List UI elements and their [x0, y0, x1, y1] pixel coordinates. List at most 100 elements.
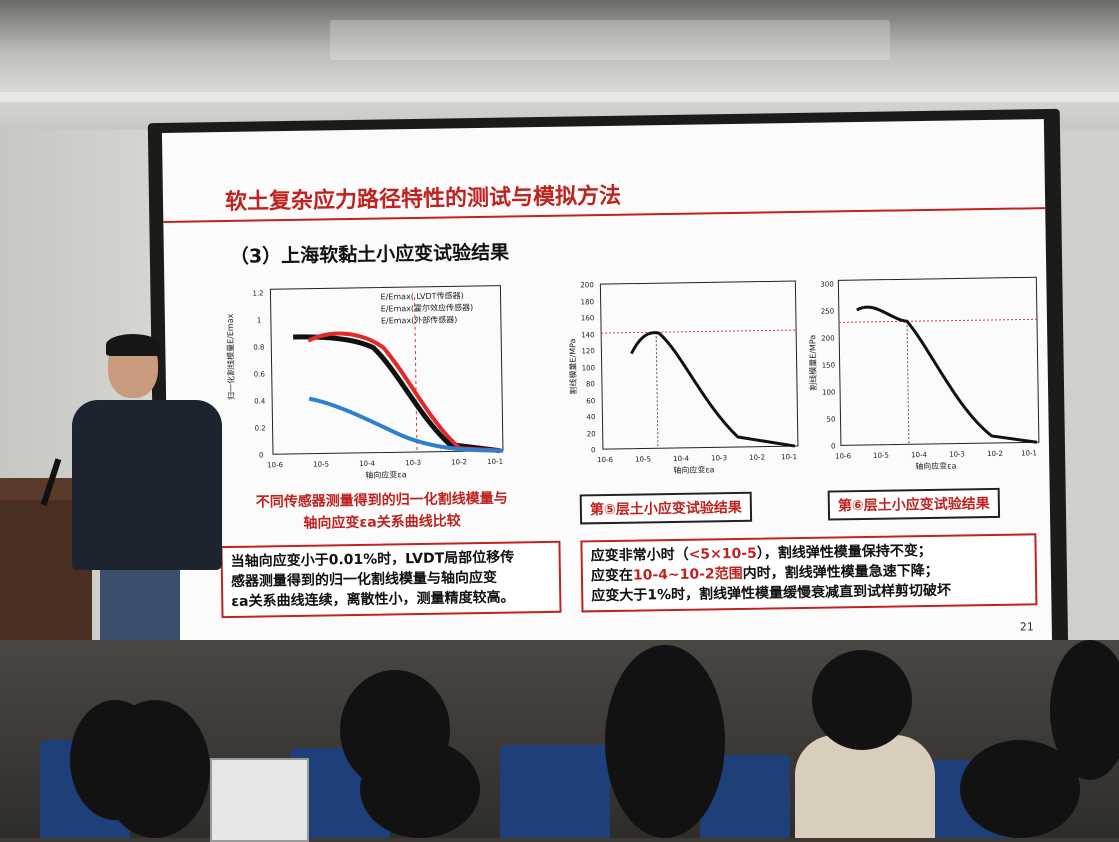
mid-xtick-3: 10-3 — [711, 454, 727, 462]
right-chart-ylabel: 割线模量E/MPa — [807, 335, 818, 391]
left-ytick-6: 1.2 — [252, 289, 263, 297]
left-caption-line1: 不同传感器测量得到的归一化割线模量与 — [255, 490, 508, 511]
mid-ytick-5: 100 — [582, 364, 595, 372]
mid-ytick-8: 160 — [581, 314, 594, 322]
right-chart-xticks: 10-6 10-5 10-4 10-3 10-2 10-1 — [835, 449, 1037, 460]
right-ytick-1: 50 — [826, 415, 835, 423]
projection-screen: 软土复杂应力路径特性的测试与模拟方法 （3）上海软黏土小应变试验结果 归一化割线… — [147, 108, 1069, 668]
ceiling-light — [330, 20, 890, 60]
left-ytick-2: 0.4 — [254, 397, 266, 405]
left-chart-ylabel: 归一化割线模量E/Emax — [225, 313, 236, 400]
mid-ytick-4: 80 — [586, 380, 595, 388]
mid-ytick-9: 180 — [581, 298, 594, 306]
left-chart: 归一化割线模量E/Emax 轴向应变εa E/Emax( LVDT传感器) E/… — [225, 285, 504, 480]
mid-ytick-6: 120 — [581, 347, 594, 355]
audience-head — [812, 650, 912, 750]
slide-title: 软土复杂应力路径特性的测试与模拟方法 — [224, 183, 622, 215]
left-ytick-4: 0.8 — [253, 343, 264, 351]
left-note-line3: εa关系曲线连续，离散性小，测量精度较高。 — [231, 589, 515, 610]
middle-chart-ref-h — [601, 329, 797, 334]
layer5-series — [630, 331, 796, 448]
audience-hoodie — [795, 735, 935, 838]
mid-ytick-7: 140 — [581, 331, 594, 339]
mid-xtick-0: 10-6 — [597, 456, 614, 464]
right-chart-xlabel: 轴向应变εa — [915, 461, 956, 472]
left-xtick-2: 10-4 — [359, 460, 376, 468]
middle-chart-xlabel: 轴向应变εa — [673, 464, 714, 475]
left-xtick-5: 10-1 — [487, 458, 503, 466]
right-xtick-4: 10-2 — [987, 450, 1003, 458]
mid-ytick-1: 20 — [587, 430, 596, 438]
laptop — [210, 758, 309, 842]
right-chart-caption: 第⑥层土小应变试验结果 — [827, 487, 1000, 521]
right-chart-ref-h — [838, 318, 1037, 323]
speaker-body — [72, 400, 222, 570]
right-xtick-2: 10-4 — [911, 451, 928, 459]
left-ytick-1: 0.2 — [255, 424, 266, 432]
left-chart-legend-3: E/Emax(外部传感器) — [381, 314, 458, 325]
right-note-box: 应变非常小时（<5×10-5），割线弹性模量保持不变； 应变在10-4~10-2… — [580, 533, 1038, 613]
ceiling — [0, 0, 1119, 130]
right-chart-frame — [837, 276, 1040, 446]
left-xtick-0: 10-6 — [267, 461, 284, 469]
left-ytick-5: 1 — [257, 316, 262, 324]
right-ytick-3: 150 — [822, 361, 835, 369]
hall-series — [307, 331, 504, 453]
mid-xtick-4: 10-2 — [749, 454, 765, 462]
middle-chart: 割线模量E/MPa 轴向应变εa 0 20 40 60 80 100 120 1… — [567, 280, 799, 475]
left-chart-legend-2: E/Emax(霍尔效应传感器) — [381, 302, 474, 313]
left-chart-ref-line — [414, 297, 418, 453]
right-chart-ref-v — [906, 321, 910, 445]
mid-xtick-2: 10-4 — [673, 455, 690, 463]
left-chart-caption: 不同传感器测量得到的归一化割线模量与 轴向应变εa关系曲线比较 — [232, 487, 533, 536]
left-xtick-1: 10-5 — [313, 460, 329, 468]
audience-head — [1050, 640, 1119, 780]
left-note-box: 当轴向应变小于0.01%时，LVDT局部位移传 感器测量得到的归一化割线模量与轴… — [220, 540, 562, 619]
right-xtick-3: 10-3 — [949, 450, 965, 458]
right-note-1b: <5×10-5 — [688, 545, 757, 563]
right-ytick-0: 0 — [831, 442, 836, 450]
left-xtick-3: 10-3 — [405, 459, 421, 467]
right-note-1a: 应变非常小时（ — [590, 546, 689, 565]
middle-chart-ylabel: 割线模量E/MPa — [567, 338, 578, 394]
middle-chart-xticks: 10-6 10-5 10-4 10-3 10-2 10-1 — [597, 453, 797, 464]
left-xtick-4: 10-2 — [451, 458, 467, 466]
seat — [500, 745, 610, 838]
right-xtick-5: 10-1 — [1021, 449, 1037, 457]
mid-xtick-1: 10-5 — [635, 455, 651, 463]
left-chart-yticks: 0 0.2 0.4 0.6 0.8 1 1.2 — [252, 289, 266, 459]
right-ytick-5: 250 — [821, 307, 834, 315]
middle-chart-yticks: 0 20 40 60 80 100 120 140 160 180 200 — [580, 281, 596, 454]
presentation-slide: 软土复杂应力路径特性的测试与模拟方法 （3）上海软黏土小应变试验结果 归一化割线… — [161, 119, 1053, 655]
external-series — [308, 396, 503, 453]
audience-head — [360, 740, 480, 838]
middle-chart-frame — [599, 280, 799, 450]
left-ytick-0: 0 — [259, 451, 264, 459]
right-xtick-0: 10-6 — [835, 452, 852, 460]
middle-chart-caption: 第⑤层土小应变试验结果 — [579, 491, 752, 525]
left-chart-frame — [269, 285, 504, 455]
mid-ytick-10: 200 — [580, 281, 593, 289]
right-note-2c: 内时，割线弹性模量急速下降； — [742, 562, 939, 582]
right-ytick-2: 100 — [822, 388, 835, 396]
right-ytick-6: 300 — [820, 280, 833, 288]
right-chart-yticks: 0 50 100 150 200 250 300 — [820, 280, 836, 450]
left-chart-xticks: 10-6 10-5 10-4 10-3 10-2 10-1 — [267, 458, 503, 470]
speaker-hair — [106, 334, 160, 356]
right-ytick-4: 200 — [821, 334, 834, 342]
right-note-1c: ），割线弹性模量保持不变； — [756, 542, 932, 562]
right-xtick-1: 10-5 — [873, 452, 889, 460]
left-ytick-3: 0.6 — [254, 370, 266, 378]
right-chart: 割线模量E/MPa 轴向应变εa 0 50 100 150 200 250 30… — [807, 276, 1040, 472]
ceiling-beam — [0, 92, 1119, 102]
right-note-2a: 应变在 — [590, 567, 634, 585]
left-chart-legend-1: E/Emax( LVDT传感器) — [380, 290, 463, 301]
audience-head — [605, 645, 725, 838]
mid-xtick-5: 10-1 — [781, 453, 797, 461]
lvdt-series — [293, 334, 501, 454]
left-chart-xlabel: 轴向应变εa — [365, 469, 406, 480]
mid-ytick-0: 0 — [591, 446, 596, 454]
audience-head — [100, 700, 210, 838]
mid-ytick-3: 60 — [586, 397, 595, 405]
layer6-series — [856, 305, 1038, 444]
